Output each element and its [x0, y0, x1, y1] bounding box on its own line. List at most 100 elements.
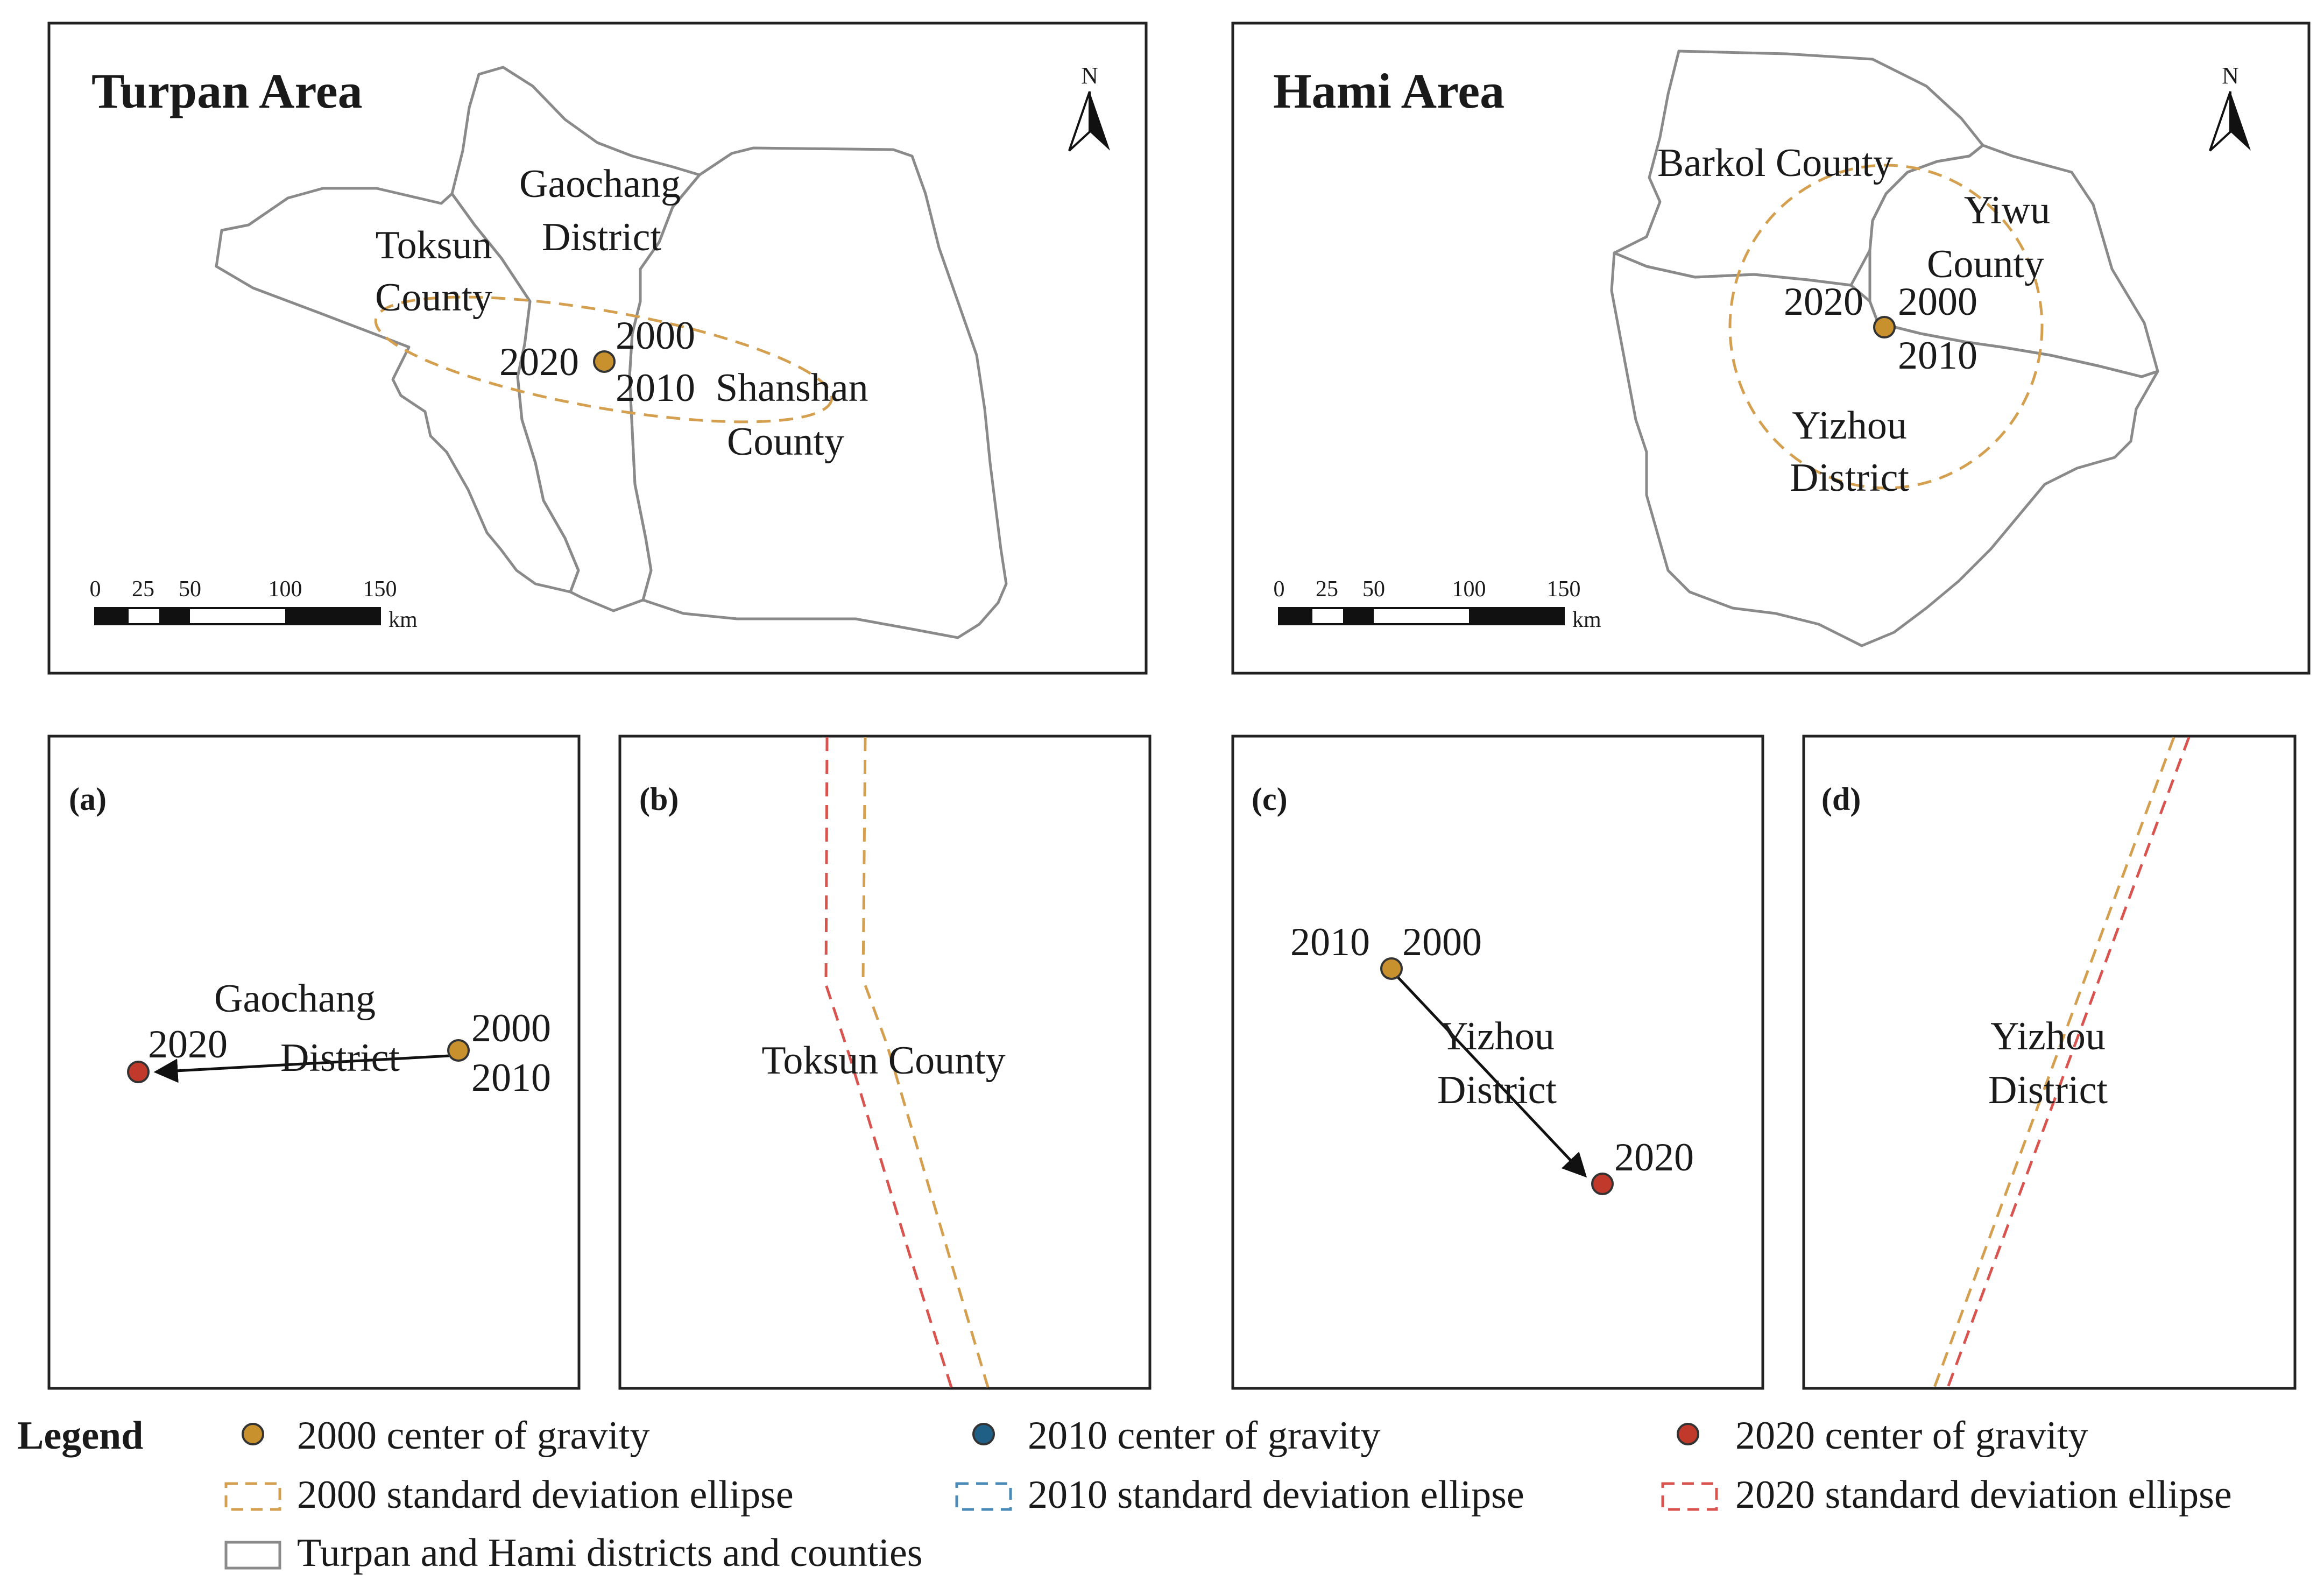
panel-a-tag: (a)	[69, 781, 107, 817]
panel-c-gravity-2020	[1591, 1173, 1614, 1195]
panel-c-label-1: Yizhou	[1439, 1014, 1555, 1058]
svg-text:25: 25	[1316, 577, 1338, 602]
panel-d-tag: (d)	[1821, 781, 1861, 817]
panel-a-gravity-2000	[447, 1039, 470, 1062]
panel-d-label-2: District	[1988, 1068, 2108, 1112]
panel-a-label-2: District	[280, 1036, 400, 1080]
toksun-label-2: County	[375, 276, 492, 320]
barkol-county-boundary	[1613, 50, 1984, 287]
turpan-gravity-center	[593, 350, 616, 373]
yizhou-district-boundary	[1610, 251, 2159, 647]
legend-ellipse-2020-icon	[1661, 1482, 1718, 1511]
hami-year-2000: 2000	[1898, 280, 1977, 324]
panel-b-tag: (b)	[639, 781, 679, 817]
toksun-label-1: Toksun	[376, 223, 492, 267]
gaochang-label-1: Gaochang	[519, 162, 681, 206]
hami-scale-bar: 0 25 50 100 150 km	[1274, 577, 1602, 632]
panel-a-shift-arrow	[153, 1054, 450, 1083]
panel-c-tag: (c)	[1252, 781, 1288, 817]
panel-d-frame	[1802, 735, 2297, 1390]
panel-a-year-2020: 2020	[148, 1022, 228, 1067]
svg-text:0: 0	[1274, 577, 1285, 602]
hami-boundaries	[1610, 50, 2159, 647]
panel-d-ellipse-2020	[1946, 737, 2191, 1388]
turpan-ellipse-2000	[374, 295, 833, 424]
legend-districts: Turpan and Hami districts and counties	[297, 1531, 923, 1575]
panel-b-ellipse-2000	[861, 737, 990, 1388]
svg-text:0: 0	[90, 577, 101, 602]
shanshan-label-1: Shanshan	[716, 366, 868, 410]
shanshan-county-boundary	[628, 146, 1008, 639]
yizhou-label-2: District	[1790, 456, 1909, 500]
panel-c-gravity-2000	[1380, 957, 1403, 980]
legend-ellipse-2000: 2000 standard deviation ellipse	[297, 1473, 794, 1517]
turpan-title: Turpan Area	[91, 63, 363, 118]
turpan-year-2000: 2000	[616, 314, 695, 358]
panel-c-shift-arrow	[1396, 975, 1587, 1178]
legend-ellipse-2010-icon	[955, 1482, 1012, 1511]
legend: Legend 2000 center of gravity 2010 cente…	[17, 1414, 2232, 1575]
panel-c-year-2020: 2020	[1614, 1135, 1694, 1180]
turpan-year-2020: 2020	[499, 340, 579, 384]
yizhou-label-1: Yizhou	[1792, 404, 1907, 448]
panel-b-label: Toksun County	[761, 1039, 1005, 1083]
legend-gravity-2020-icon	[1677, 1423, 1699, 1445]
panel-a: (a) Gaochang District 2020 2000 2010	[47, 735, 581, 1390]
turpan-frame	[47, 22, 1148, 675]
svg-text:100: 100	[269, 577, 302, 602]
hami-ellipse-2000	[1728, 164, 2044, 490]
panel-c-year-2000: 2000	[1402, 920, 1482, 964]
svg-text:50: 50	[179, 577, 201, 602]
svg-text:100: 100	[1452, 577, 1486, 602]
hami-title: Hami Area	[1273, 63, 1504, 118]
legend-ellipse-2010: 2010 standard deviation ellipse	[1028, 1473, 1524, 1517]
yiwu-label-1: Yiwu	[1964, 188, 2050, 232]
legend-gravity-2010-icon	[972, 1423, 995, 1445]
legend-gravity-2000-icon	[242, 1423, 264, 1445]
svg-text:25: 25	[132, 577, 154, 602]
legend-ellipse-2000-icon	[224, 1482, 281, 1511]
hami-year-2010: 2010	[1898, 334, 1977, 378]
hami-labels: Barkol County Yiwu County 2020 2000 2010…	[1657, 141, 2050, 500]
legend-ellipse-2020: 2020 standard deviation ellipse	[1735, 1473, 2232, 1517]
svg-text:50: 50	[1362, 577, 1385, 602]
turpan-labels: Gaochang District Toksun County 2000 202…	[375, 162, 868, 464]
legend-gravity-2010: 2010 center of gravity	[1028, 1414, 1381, 1458]
panel-d-label-1: Yizhou	[1990, 1014, 2106, 1058]
panel-a-gravity-2020	[127, 1061, 150, 1083]
panel-b-ellipse-2020	[824, 737, 953, 1388]
legend-districts-icon	[224, 1541, 281, 1570]
turpan-scale-bar: 0 25 50 100 150 km	[90, 577, 418, 632]
hami-gravity-center	[1873, 316, 1896, 338]
north-arrow-icon: N	[1068, 62, 1110, 152]
panel-a-label-1: Gaochang	[214, 977, 376, 1021]
barkol-label: Barkol County	[1657, 141, 1893, 185]
hami-year-2020: 2020	[1784, 280, 1863, 324]
north-arrow-icon: N	[2209, 62, 2251, 152]
legend-gravity-2000: 2000 center of gravity	[297, 1414, 650, 1458]
svg-text:150: 150	[363, 577, 397, 602]
svg-text:km: km	[388, 608, 418, 632]
panel-d: (d) Yizhou District	[1802, 735, 2297, 1390]
legend-gravity-2020: 2020 center of gravity	[1735, 1414, 2088, 1458]
panel-c-frame	[1231, 735, 1764, 1390]
shanshan-label-2: County	[727, 420, 844, 464]
panel-d-ellipse-2000	[1933, 737, 2175, 1388]
panel-b-frame	[618, 735, 1152, 1390]
svg-text:N: N	[2222, 62, 2239, 89]
svg-text:km: km	[1572, 608, 1601, 632]
panel-c-label-2: District	[1437, 1068, 1557, 1112]
hami-map-panel: Hami Area N Barkol County Yiwu County 20…	[1231, 22, 2311, 675]
panel-c: (c) 2010 2000 Yizhou District 2020	[1231, 735, 1764, 1390]
panel-b: (b) Toksun County	[618, 735, 1152, 1390]
turpan-year-2010: 2010	[616, 366, 695, 410]
svg-text:150: 150	[1547, 577, 1581, 602]
panel-c-year-2010: 2010	[1290, 920, 1370, 964]
yiwu-label-2: County	[1927, 242, 2044, 286]
panel-a-year-2000: 2000	[471, 1006, 551, 1050]
panel-a-year-2010: 2010	[471, 1056, 551, 1100]
legend-title: Legend	[17, 1414, 143, 1458]
turpan-map-panel: Turpan Area N Gaochang District Toksun C…	[47, 22, 1148, 675]
gaochang-label-2: District	[542, 215, 661, 259]
hami-frame	[1231, 22, 2311, 675]
